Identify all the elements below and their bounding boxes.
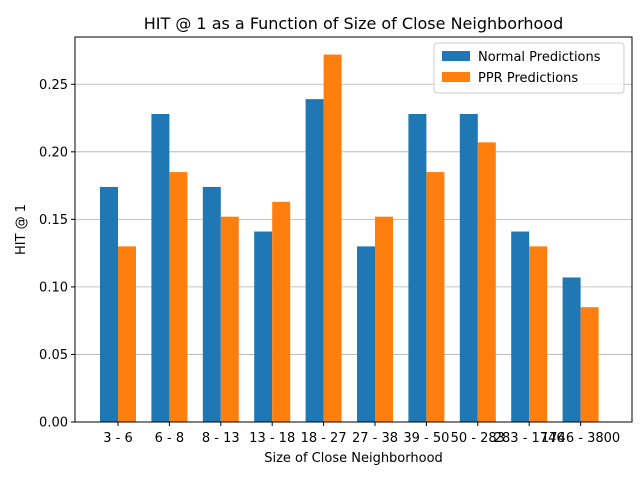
x-tick-label: 27 - 38 bbox=[352, 431, 398, 446]
bar-ppr-4 bbox=[323, 54, 342, 423]
bar-normal-8 bbox=[511, 231, 530, 422]
bar-normal-4 bbox=[305, 99, 324, 422]
legend-swatch-0 bbox=[442, 51, 470, 61]
x-tick-label: 8 - 13 bbox=[202, 431, 240, 446]
bar-ppr-3 bbox=[272, 201, 291, 422]
bar-ppr-6 bbox=[426, 172, 445, 422]
legend: Normal Predictions PPR Predictions bbox=[433, 42, 625, 94]
legend-box bbox=[433, 42, 625, 94]
bar-normal-5 bbox=[357, 246, 375, 422]
y-tick-label: 0.05 bbox=[39, 348, 68, 363]
legend-label-0: Normal Predictions bbox=[478, 50, 601, 65]
x-tick-label: 13 - 18 bbox=[249, 431, 295, 446]
x-axis-label: Size of Close Neighborhood bbox=[264, 451, 443, 466]
bar-normal-3 bbox=[254, 231, 273, 422]
bar-ppr-7 bbox=[477, 142, 496, 423]
y-tick-label: 0.20 bbox=[39, 145, 68, 160]
x-tick-label: 1746 - 3800 bbox=[541, 431, 620, 446]
bar-normal-9 bbox=[562, 277, 581, 422]
bar-normal-2 bbox=[202, 186, 221, 422]
legend-label-1: PPR Predictions bbox=[478, 71, 578, 86]
bar-ppr-2 bbox=[220, 216, 239, 422]
x-tick-label: 6 - 8 bbox=[155, 431, 185, 446]
x-tick-label: 39 - 50 bbox=[403, 431, 449, 446]
bar-ppr-5 bbox=[375, 216, 393, 422]
bar-ppr-0 bbox=[118, 246, 136, 422]
y-axis-label: HIT @ 1 bbox=[14, 204, 29, 255]
y-tick-label: 0.10 bbox=[39, 280, 68, 295]
x-axis-ticks: 3 - 6 6 - 8 8 - 13 13 - 18 18 - 27 27 - 38 39 … bbox=[103, 422, 620, 446]
bars-group bbox=[100, 54, 599, 423]
bar-normal-1 bbox=[151, 114, 170, 422]
x-tick-label: 283 - 1746 bbox=[494, 431, 565, 446]
x-tick-label: 3 - 6 bbox=[103, 431, 133, 446]
x-tick-label: 50 - 283 bbox=[451, 431, 505, 446]
y-tick-label: 0.25 bbox=[39, 78, 68, 93]
bar-normal-0 bbox=[100, 186, 118, 422]
bar-ppr-9 bbox=[580, 307, 599, 422]
bar-normal-6 bbox=[408, 114, 427, 422]
legend-swatch-1 bbox=[442, 72, 470, 82]
chart-title: HIT @ 1 as a Function of Size of Close N… bbox=[144, 14, 564, 33]
y-axis-ticks: 0.00 0.05 0.10 0.15 0.20 0.25 bbox=[39, 78, 75, 431]
plot-area-frame bbox=[74, 36, 633, 423]
x-tick-label: 18 - 27 bbox=[301, 431, 347, 446]
bar-ppr-1 bbox=[169, 172, 188, 422]
bar-normal-7 bbox=[459, 114, 478, 422]
bar-ppr-8 bbox=[529, 246, 548, 422]
y-tick-label: 0.00 bbox=[39, 416, 68, 431]
y-tick-label: 0.15 bbox=[39, 213, 68, 228]
